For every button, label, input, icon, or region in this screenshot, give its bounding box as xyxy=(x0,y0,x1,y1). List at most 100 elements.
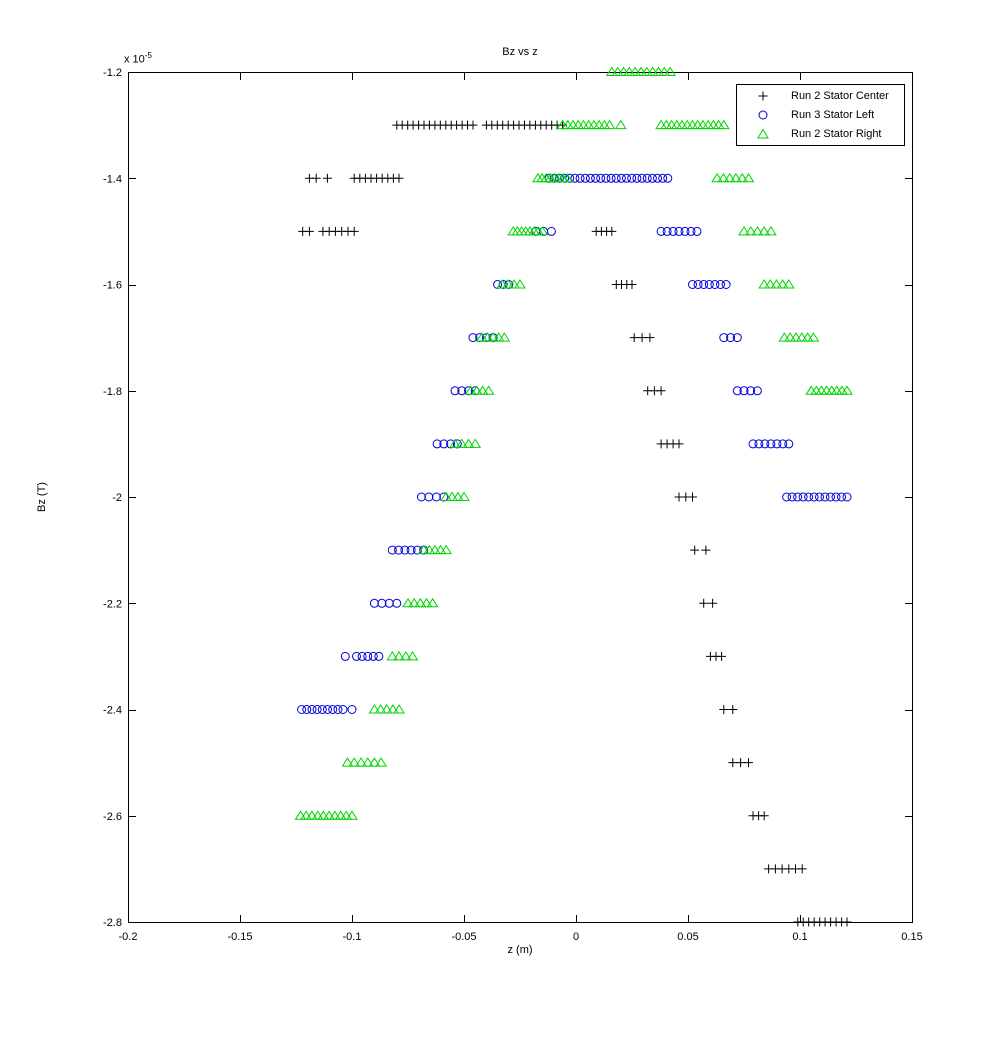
data-point-plus xyxy=(759,811,769,821)
data-point-circle xyxy=(457,386,467,396)
data-point-plus xyxy=(637,333,647,343)
data-point-triangle xyxy=(414,597,427,608)
data-point-circle xyxy=(653,173,662,183)
data-point-triangle xyxy=(603,119,616,130)
data-point-circle xyxy=(674,226,684,236)
x-tick-label: -0.2 xyxy=(119,931,138,943)
data-point-triangle xyxy=(498,332,511,342)
data-point-triangle xyxy=(462,438,475,448)
data-point-triangle xyxy=(635,66,647,76)
data-point-triangle xyxy=(691,119,704,130)
data-point-triangle xyxy=(795,332,808,342)
data-point-plus xyxy=(701,545,711,555)
data-point-triangle xyxy=(623,66,636,76)
tick-labels: -0.2 -0.15 -0.1 -0.05 0 0.05 0.1 0.15 -1.2 -1.4 -1… xyxy=(103,67,923,943)
data-point-circle xyxy=(746,386,756,396)
data-point-triangle xyxy=(830,385,843,395)
data-point-circle xyxy=(585,173,595,183)
x-tick-label: -0.05 xyxy=(451,931,476,943)
data-point-triangle xyxy=(317,810,330,820)
data-point-circle xyxy=(782,492,792,502)
data-point-triangle xyxy=(770,279,783,289)
y-tick-label: -1.8 xyxy=(103,386,122,398)
data-point-triangle xyxy=(587,119,600,130)
data-point-circle xyxy=(784,439,794,449)
y-exponent-power: -5 xyxy=(144,51,152,60)
data-point-triangle xyxy=(751,225,764,236)
data-point-circle xyxy=(692,226,702,236)
legend-entry-run2-stator-center: Run 2 Stator Center xyxy=(737,87,904,105)
data-point-triangle xyxy=(492,332,505,342)
data-point-triangle xyxy=(380,704,393,714)
data-point-circle xyxy=(732,333,742,343)
data-point-triangle xyxy=(386,704,399,714)
data-point-triangle xyxy=(423,544,436,555)
data-point-plus xyxy=(645,333,655,343)
data-point-triangle xyxy=(434,544,447,555)
data-point-triangle xyxy=(452,491,464,501)
data-point-circle xyxy=(601,173,611,183)
y-axis-label: Bz (T) xyxy=(36,482,48,512)
y-tick-label: -1.2 xyxy=(103,67,122,79)
data-point-triangle xyxy=(475,332,488,342)
legend-label: Run 2 Stator Right xyxy=(791,127,882,140)
data-point-triangle xyxy=(807,332,820,342)
data-point-triangle xyxy=(470,385,483,395)
data-point-circle xyxy=(580,173,590,183)
data-point-triangle xyxy=(707,119,720,130)
data-point-triangle xyxy=(341,757,354,767)
chart-title: Bz vs z xyxy=(502,46,538,58)
data-point-triangle xyxy=(640,66,653,76)
data-point-triangle xyxy=(375,757,388,767)
data-point-triangle xyxy=(368,757,381,767)
data-point-triangle xyxy=(764,225,777,236)
data-point-circle xyxy=(297,705,307,714)
data-point-circle xyxy=(719,333,729,343)
data-point-circle xyxy=(716,280,725,289)
data-point-circle xyxy=(656,226,666,236)
data-point-triangle xyxy=(758,225,771,236)
data-point-circle xyxy=(317,705,327,714)
data-point-plus xyxy=(627,280,637,289)
y-tick-label: -2.2 xyxy=(103,598,122,610)
data-point-triangle xyxy=(487,332,500,342)
data-point-plus xyxy=(699,598,709,608)
data-point-circle xyxy=(772,439,782,449)
data-point-circle xyxy=(347,705,357,714)
data-point-triangle xyxy=(393,650,405,661)
data-point-circle xyxy=(606,173,616,183)
data-point-circle xyxy=(804,492,814,502)
x-tick-label: -0.1 xyxy=(343,931,362,943)
data-point-circle xyxy=(302,705,312,714)
data-point-circle xyxy=(686,226,696,236)
data-point-triangle xyxy=(646,66,659,76)
y-axis-exponent-label: x 10-5 xyxy=(124,51,152,66)
data-point-circle xyxy=(596,173,606,183)
data-point-circle xyxy=(688,280,697,289)
data-point-circle xyxy=(394,545,404,555)
triangle-marker-path xyxy=(757,128,769,139)
x-axis-label: z (m) xyxy=(507,944,533,956)
data-point-triangle xyxy=(428,544,441,555)
x-tick-label: 0.1 xyxy=(792,931,807,943)
data-point-triangle xyxy=(449,438,461,448)
data-point-triangle xyxy=(738,225,750,236)
data-point-triangle xyxy=(368,704,381,714)
data-point-circle xyxy=(616,173,626,183)
data-point-plus xyxy=(842,917,852,927)
data-point-circle xyxy=(754,439,764,449)
data-point-circle xyxy=(333,705,343,714)
data-point-triangle xyxy=(702,119,715,130)
data-point-triangle xyxy=(614,119,627,130)
data-point-circle xyxy=(432,439,442,449)
data-point-circle xyxy=(842,492,852,502)
data-point-plus xyxy=(736,758,746,768)
data-point-triangle xyxy=(402,597,414,608)
data-point-plus xyxy=(468,120,478,130)
data-point-triangle xyxy=(476,385,489,395)
data-point-triangle xyxy=(805,385,818,395)
data-point-circle xyxy=(450,386,460,396)
data-point-triangle xyxy=(355,757,367,767)
data-point-triangle xyxy=(340,810,353,820)
